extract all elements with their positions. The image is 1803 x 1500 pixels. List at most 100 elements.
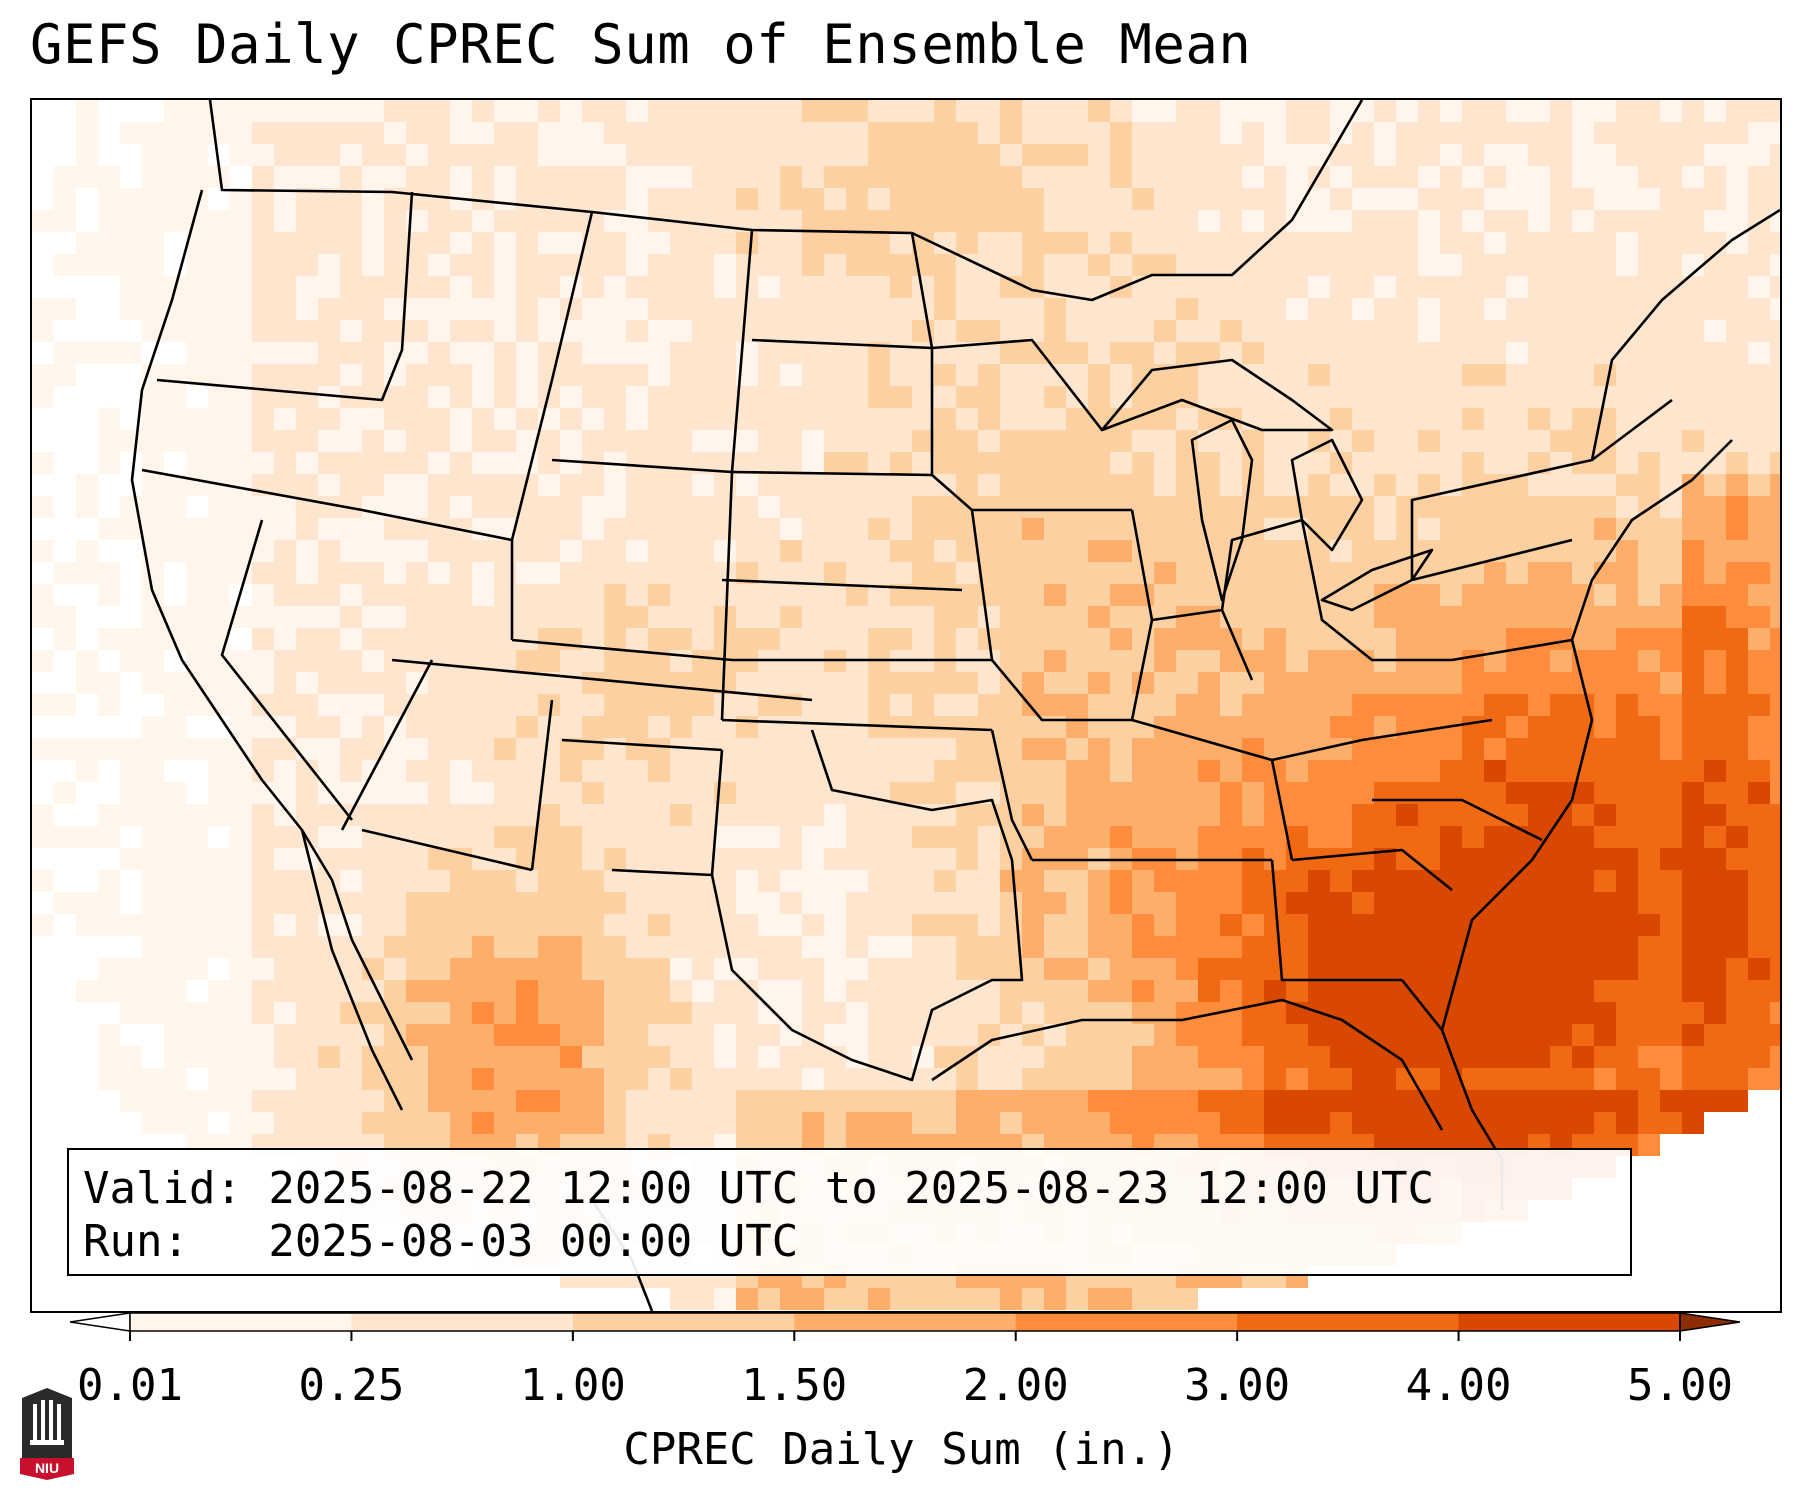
precip-cell [340,782,363,805]
precip-cell [428,364,451,387]
precip-cell [1484,826,1507,849]
precip-cell [1176,320,1199,343]
valid-line: Valid: 2025-08-22 12:00 UTC to 2025-08-2… [83,1163,1435,1214]
precip-cell [1330,386,1353,409]
precip-cell [1374,1090,1397,1113]
precip-cell [1220,254,1243,277]
precip-cell [32,1244,55,1267]
precip-cell [1242,738,1265,761]
precip-cell [538,1090,561,1113]
precip-cell [538,254,561,277]
precip-cell [1748,430,1771,453]
precip-cell [736,1002,759,1025]
precip-cell [340,1068,363,1091]
precip-cell [1374,1002,1397,1025]
precip-cell [1374,518,1397,541]
precip-cell [1704,650,1727,673]
precip-cell [1022,100,1045,123]
precip-cell [274,804,297,827]
precip-cell [868,936,891,959]
precip-cell [142,760,165,783]
precip-cell [758,210,781,233]
precip-cell [186,584,209,607]
precip-cell [142,1024,165,1047]
precip-cell [1308,826,1331,849]
precip-cell [1044,342,1067,365]
precip-cell [626,782,649,805]
precip-cell [472,408,495,431]
precip-cell [1242,1024,1265,1047]
precip-cell [296,210,319,233]
colorbar-segment [1237,1313,1460,1331]
precip-cell [780,1112,803,1135]
precip-cell [252,870,275,893]
precip-cell [824,584,847,607]
precip-cell [516,144,539,167]
precip-cell [1748,1156,1771,1179]
precip-cell [912,870,935,893]
precip-cell [1418,936,1441,959]
precip-cell [1110,628,1133,651]
precip-cell [142,474,165,497]
precip-cell [1594,452,1617,475]
precip-cell [384,584,407,607]
precip-cell [1286,364,1309,387]
precip-cell [714,540,737,563]
precip-cell [1374,1288,1397,1311]
precip-cell [1594,716,1617,739]
precip-cell [780,342,803,365]
precip-cell [692,1046,715,1069]
precip-cell [120,562,143,585]
precip-cell [1110,650,1133,673]
precip-cell [1132,166,1155,189]
precip-cell [428,650,451,673]
precip-cell [406,1068,429,1091]
precip-cell [164,452,187,475]
precip-cell [934,1112,957,1135]
precip-cell [1352,1002,1375,1025]
precip-cell [824,474,847,497]
precip-cell [1374,1112,1397,1135]
precip-cell [1286,892,1309,915]
precip-cell [494,826,517,849]
precip-cell [648,122,671,145]
precip-cell [1110,364,1133,387]
precip-cell [912,958,935,981]
precip-cell [1242,782,1265,805]
precip-cell [296,386,319,409]
precip-cell [1506,716,1529,739]
precip-cell [1462,914,1485,937]
precip-cell [186,1068,209,1091]
precip-cell [1616,914,1639,937]
precip-cell [1506,606,1529,629]
precip-cell [340,298,363,321]
precip-cell [1264,364,1287,387]
precip-cell [1682,408,1705,431]
precip-cell [76,1068,99,1091]
precip-cell [1748,1222,1771,1245]
precip-cell [560,870,583,893]
precip-cell [1638,1002,1661,1025]
precip-cell [670,716,693,739]
precip-cell [362,408,385,431]
precip-cell [1462,1046,1485,1069]
precip-cell [1088,958,1111,981]
precip-cell [1726,716,1749,739]
precip-cell [1374,584,1397,607]
precip-cell [824,210,847,233]
precip-cell [890,540,913,563]
precip-cell [1484,474,1507,497]
precip-cell [516,1310,539,1311]
precip-cell [120,716,143,739]
precip-cell [1352,408,1375,431]
precip-cell [890,298,913,321]
precip-cell [1638,1024,1661,1047]
precip-cell [780,320,803,343]
precip-cell [538,232,561,255]
precip-cell [758,562,781,585]
precip-cell [736,694,759,717]
precip-cell [1198,166,1221,189]
precip-cell [274,562,297,585]
precip-cell [1242,210,1265,233]
precip-cell [54,848,77,871]
